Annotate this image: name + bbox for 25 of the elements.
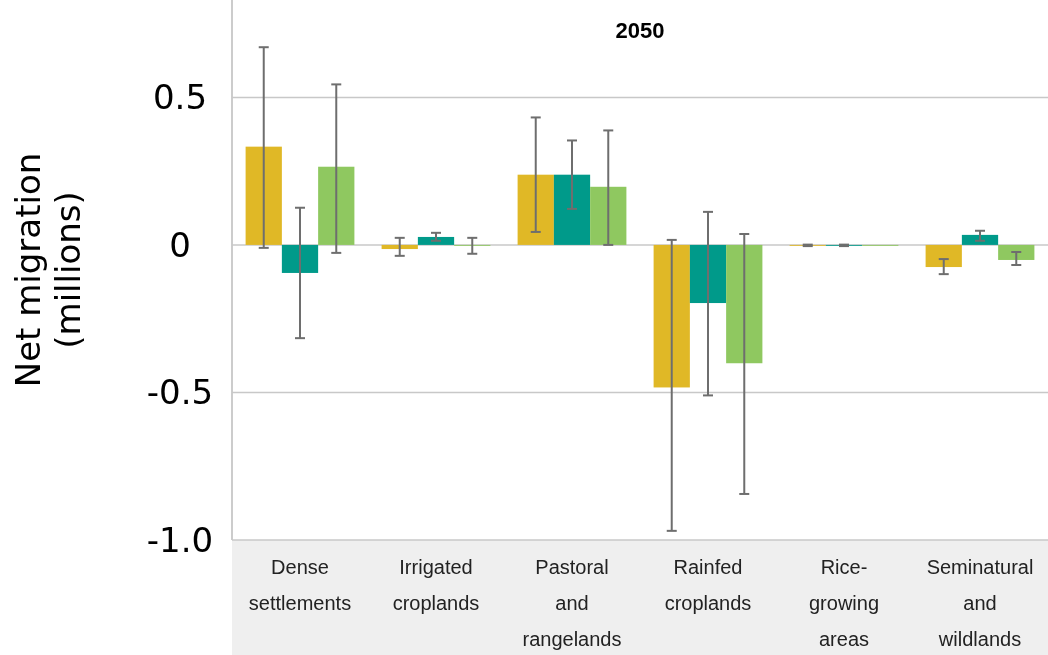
bar <box>998 244 1035 260</box>
x-tick-label: Rainfed croplands <box>664 556 752 614</box>
x-tick-label: Seminatural and wildlands <box>926 556 1034 650</box>
bar <box>590 186 627 245</box>
x-tick-label: Pastoral and rangelands <box>522 556 622 650</box>
x-tick-label: Irrigated croplands <box>392 556 480 614</box>
bar <box>689 244 727 304</box>
bar <box>245 146 282 245</box>
y-tick-label: -1.0 <box>146 519 214 560</box>
bar <box>925 244 962 268</box>
bar <box>726 244 763 364</box>
text: 2050 <box>615 18 665 43</box>
bar <box>961 234 999 245</box>
y-tick-label: -0.5 <box>146 372 214 413</box>
y-tick-label: 0.5 <box>152 77 208 118</box>
bar <box>553 174 591 245</box>
bar <box>381 244 418 250</box>
y-tick-label: 0 <box>169 224 191 265</box>
x-tick-label: Dense settlements <box>248 556 352 614</box>
bar <box>281 244 319 273</box>
bar <box>653 244 690 388</box>
x-tick-label: Rice-growing areas <box>808 556 880 650</box>
bar <box>318 166 355 245</box>
y-axis-title: Net migration (millions) <box>7 152 89 388</box>
bar <box>517 174 554 245</box>
